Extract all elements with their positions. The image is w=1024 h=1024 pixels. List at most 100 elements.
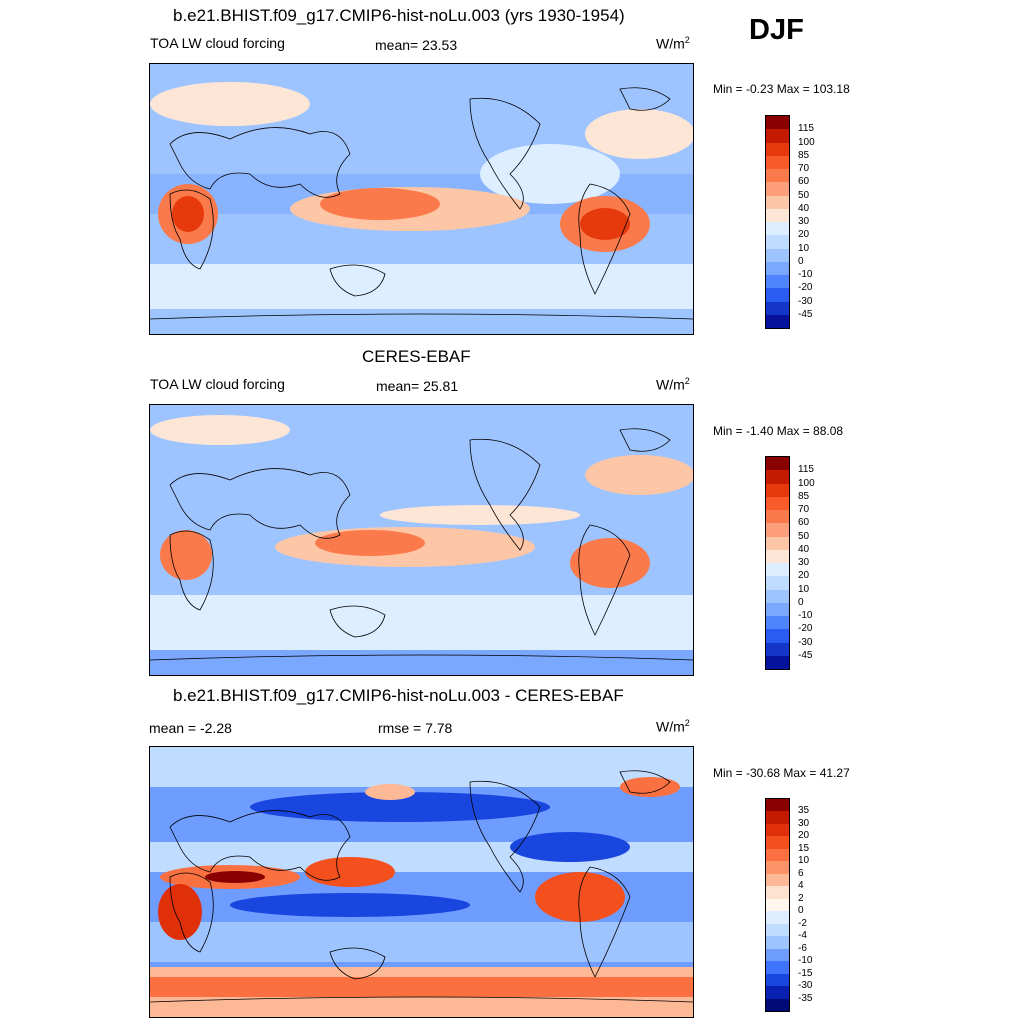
colorbar-swatch xyxy=(766,973,789,987)
colorbar-tick-label: 30 xyxy=(798,557,810,568)
colorbar-tick-label: -15 xyxy=(798,967,813,979)
colorbar-swatch xyxy=(766,536,789,550)
colorbar-swatch xyxy=(766,799,789,812)
colorbar-swatch xyxy=(766,655,789,669)
colorbar-swatch xyxy=(766,616,789,630)
colorbar-tick-label: 20 xyxy=(798,229,810,241)
colorbar-tick-label: -20 xyxy=(798,623,813,635)
colorbar-tick-label: 0 xyxy=(798,255,804,267)
colorbar-tick-label: 30 xyxy=(798,817,810,829)
colorbar-swatch xyxy=(766,823,789,837)
colorbar-tick-label: 60 xyxy=(798,517,810,529)
colorbar-tick-label: 10 xyxy=(798,242,810,254)
colorbar-swatch xyxy=(766,642,789,656)
colorbar-tick-label: 115 xyxy=(798,464,814,476)
colorbar-swatch xyxy=(766,873,789,887)
colorbar-tick-label: -30 xyxy=(798,636,813,648)
season-label: DJF xyxy=(749,14,804,46)
panel-obs-minmax-label: Min = -1.40 Max = 88.08 xyxy=(713,424,844,438)
colorbar-swatch xyxy=(766,848,789,862)
colorbar-tick-label: -2 xyxy=(798,917,807,929)
colorbar-tick-label: 15 xyxy=(798,842,810,854)
colorbar-tick-label: 85 xyxy=(798,149,810,161)
panel-obs-colorbar xyxy=(765,456,790,670)
colorbar-tick-label: -4 xyxy=(798,930,807,942)
colorbar-tick-label: -10 xyxy=(798,610,813,621)
colorbar-tick-label: 20 xyxy=(798,830,810,842)
colorbar-tick-label: 6 xyxy=(798,867,804,879)
colorbar-swatch xyxy=(766,314,789,328)
colorbar-swatch xyxy=(766,142,789,156)
panel-diff-minmax-label: Min = -30.68 Max = 41.27 xyxy=(713,766,850,780)
colorbar-tick-label: -10 xyxy=(798,955,813,967)
colorbar-swatch xyxy=(766,496,789,510)
panel-diff-mean-label: mean = -2.28 xyxy=(149,720,232,736)
panel-diff-units-label: W/m2 xyxy=(656,718,690,735)
panel-model-map xyxy=(149,63,694,335)
panel-diff-colorbar xyxy=(765,798,790,1012)
panel-model-variable-label: TOA LW cloud forcing xyxy=(150,35,285,51)
panel-diff-map xyxy=(149,746,694,1018)
colorbar-swatch xyxy=(766,811,789,824)
panel-model-colorbar xyxy=(765,115,790,329)
panel-model-minmax-label: Min = -0.23 Max = 103.18 xyxy=(713,82,850,96)
colorbar-swatch xyxy=(766,936,789,949)
colorbar-swatch xyxy=(766,275,789,289)
colorbar-tick-label: 30 xyxy=(798,216,810,227)
panel-obs-variable-label: TOA LW cloud forcing xyxy=(150,376,285,392)
colorbar-tick-label: -30 xyxy=(798,980,813,992)
panel-model-title: b.e21.BHIST.f09_g17.CMIP6-hist-noLu.003 … xyxy=(173,6,625,25)
colorbar-swatch xyxy=(766,563,789,577)
colorbar-swatch xyxy=(766,629,789,643)
colorbar-swatch xyxy=(766,248,789,262)
colorbar-tick-label: -45 xyxy=(798,649,813,661)
colorbar-tick-label: -45 xyxy=(798,308,813,320)
colorbar-swatch xyxy=(766,222,789,236)
panel-model-mean-label: mean= 23.53 xyxy=(375,37,458,53)
colorbar-swatch xyxy=(766,182,789,196)
panel-model-units-label: W/m2 xyxy=(656,35,690,52)
colorbar-tick-label: 40 xyxy=(798,202,810,214)
colorbar-swatch xyxy=(766,155,789,169)
colorbar-swatch xyxy=(766,589,789,603)
colorbar-tick-label: 50 xyxy=(798,530,810,542)
colorbar-swatch xyxy=(766,208,789,222)
colorbar-swatch xyxy=(766,510,789,524)
colorbar-tick-label: -6 xyxy=(798,942,807,954)
colorbar-swatch xyxy=(766,961,789,974)
colorbar-tick-label: 2 xyxy=(798,892,804,904)
colorbar-swatch xyxy=(766,261,789,275)
colorbar-tick-label: 70 xyxy=(798,163,810,174)
colorbar-tick-label: 100 xyxy=(798,477,815,489)
colorbar-swatch xyxy=(766,116,789,130)
colorbar-tick-label: -20 xyxy=(798,282,813,294)
colorbar-tick-label: 10 xyxy=(798,855,810,867)
colorbar-swatch xyxy=(766,861,789,874)
colorbar-swatch xyxy=(766,998,789,1011)
colorbar-tick-label: 60 xyxy=(798,176,810,188)
panel-obs-units-label: W/m2 xyxy=(656,376,690,393)
colorbar-swatch xyxy=(766,470,789,484)
colorbar-tick-label: 20 xyxy=(798,570,810,582)
colorbar-swatch xyxy=(766,836,789,849)
colorbar-swatch xyxy=(766,911,789,924)
colorbar-swatch xyxy=(766,301,789,315)
colorbar-tick-label: 4 xyxy=(798,880,804,892)
colorbar-swatch xyxy=(766,523,789,537)
colorbar-swatch xyxy=(766,483,789,497)
colorbar-swatch xyxy=(766,986,789,999)
colorbar-tick-label: -30 xyxy=(798,295,813,307)
colorbar-swatch xyxy=(766,129,789,143)
colorbar-swatch xyxy=(766,288,789,302)
colorbar-tick-label: 85 xyxy=(798,490,810,502)
colorbar-tick-label: 70 xyxy=(798,504,810,515)
colorbar-swatch xyxy=(766,195,789,209)
colorbar-tick-label: 100 xyxy=(798,136,815,148)
colorbar-swatch xyxy=(766,898,789,912)
panel-obs-title: CERES-EBAF xyxy=(362,347,471,366)
panel-diff-rmse-label: rmse = 7.78 xyxy=(378,720,453,736)
colorbar-tick-label: 115 xyxy=(798,123,814,135)
colorbar-swatch xyxy=(766,169,789,183)
colorbar-tick-label: 10 xyxy=(798,583,810,595)
colorbar-tick-label: 0 xyxy=(798,596,804,608)
